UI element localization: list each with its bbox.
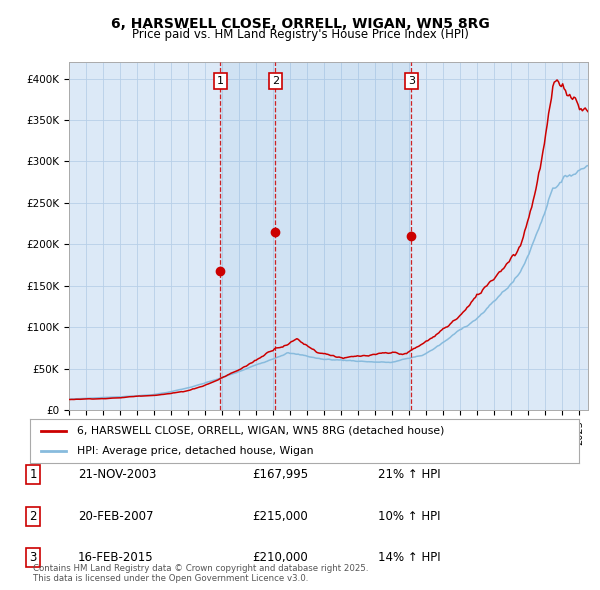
Text: £210,000: £210,000 xyxy=(252,551,308,564)
Text: 6, HARSWELL CLOSE, ORRELL, WIGAN, WN5 8RG: 6, HARSWELL CLOSE, ORRELL, WIGAN, WN5 8R… xyxy=(110,17,490,31)
Text: 1: 1 xyxy=(217,76,224,86)
Text: 6, HARSWELL CLOSE, ORRELL, WIGAN, WN5 8RG (detached house): 6, HARSWELL CLOSE, ORRELL, WIGAN, WN5 8R… xyxy=(77,426,444,436)
Text: 21% ↑ HPI: 21% ↑ HPI xyxy=(378,468,440,481)
Bar xyxy=(220,62,275,410)
Text: £167,995: £167,995 xyxy=(252,468,308,481)
Bar xyxy=(275,62,412,410)
Text: Price paid vs. HM Land Registry's House Price Index (HPI): Price paid vs. HM Land Registry's House … xyxy=(131,28,469,41)
Text: 10% ↑ HPI: 10% ↑ HPI xyxy=(378,510,440,523)
Text: 14% ↑ HPI: 14% ↑ HPI xyxy=(378,551,440,564)
Text: £215,000: £215,000 xyxy=(252,510,308,523)
Text: 2: 2 xyxy=(272,76,279,86)
Text: 2: 2 xyxy=(29,510,37,523)
Text: 20-FEB-2007: 20-FEB-2007 xyxy=(78,510,154,523)
Text: 16-FEB-2015: 16-FEB-2015 xyxy=(78,551,154,564)
Text: HPI: Average price, detached house, Wigan: HPI: Average price, detached house, Wiga… xyxy=(77,446,313,456)
Text: 1: 1 xyxy=(29,468,37,481)
Text: 3: 3 xyxy=(29,551,37,564)
Text: 3: 3 xyxy=(408,76,415,86)
Text: 21-NOV-2003: 21-NOV-2003 xyxy=(78,468,157,481)
Text: Contains HM Land Registry data © Crown copyright and database right 2025.
This d: Contains HM Land Registry data © Crown c… xyxy=(33,563,368,583)
